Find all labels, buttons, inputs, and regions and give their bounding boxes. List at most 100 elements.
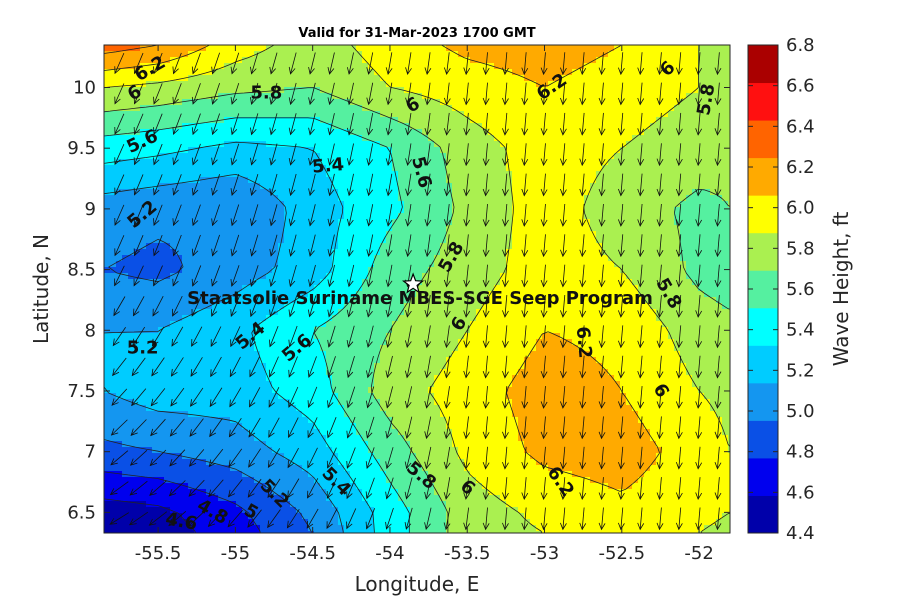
field-cell — [638, 231, 645, 238]
field-cell — [554, 147, 561, 154]
field-cell — [650, 309, 657, 316]
field-cell — [638, 219, 645, 226]
field-cell — [722, 249, 729, 256]
field-cell — [230, 201, 237, 208]
field-cell — [446, 189, 453, 196]
field-cell — [728, 315, 730, 322]
field-cell — [230, 135, 237, 142]
field-cell — [176, 201, 183, 208]
field-cell — [188, 303, 195, 310]
field-cell — [530, 219, 537, 226]
field-cell — [506, 231, 513, 238]
field-cell — [272, 99, 279, 106]
field-cell — [374, 279, 381, 286]
field-cell — [230, 267, 237, 274]
field-cell — [614, 321, 621, 328]
field-cell — [272, 135, 279, 142]
field-cell — [416, 99, 423, 106]
field-cell — [674, 297, 681, 304]
field-cell — [656, 51, 663, 58]
field-cell — [326, 261, 333, 268]
field-cell — [536, 309, 543, 316]
field-cell — [608, 249, 615, 256]
field-cell — [560, 111, 567, 118]
field-cell — [194, 267, 201, 274]
field-cell — [506, 195, 513, 202]
field-cell — [368, 225, 375, 232]
field-cell — [524, 147, 531, 154]
field-cell — [248, 183, 255, 190]
field-cell — [512, 87, 519, 94]
field-cell — [620, 57, 627, 64]
field-cell — [698, 99, 705, 106]
field-cell — [146, 183, 153, 190]
field-cell — [536, 261, 543, 268]
field-cell — [482, 291, 489, 298]
field-cell — [356, 45, 363, 52]
field-cell — [404, 297, 411, 304]
field-cell — [560, 225, 567, 232]
field-cell — [170, 225, 177, 232]
field-cell — [644, 129, 651, 136]
field-cell — [176, 159, 183, 166]
field-cell — [458, 279, 465, 286]
field-cell — [422, 219, 429, 226]
field-cell — [314, 117, 321, 124]
field-cell — [728, 171, 730, 178]
field-cell — [368, 99, 375, 106]
field-cell — [338, 45, 345, 52]
field-cell — [674, 63, 681, 70]
field-cell — [458, 225, 465, 232]
field-cell — [428, 309, 435, 316]
field-cell — [386, 159, 393, 166]
field-cell — [320, 93, 327, 100]
field-cell — [578, 249, 585, 256]
field-cell — [140, 183, 147, 190]
field-cell — [116, 171, 123, 178]
field-cell — [680, 141, 687, 148]
field-cell — [224, 189, 231, 196]
field-cell — [176, 243, 183, 250]
field-cell — [236, 177, 243, 184]
field-cell — [518, 141, 525, 148]
field-cell — [164, 99, 171, 106]
field-cell — [578, 309, 585, 316]
field-cell — [662, 159, 669, 166]
field-cell — [638, 93, 645, 100]
field-cell — [644, 273, 651, 280]
field-cell — [500, 69, 507, 76]
field-cell — [122, 327, 129, 334]
field-cell — [236, 237, 243, 244]
field-cell — [722, 303, 729, 310]
field-cell — [716, 45, 723, 52]
field-cell — [422, 249, 429, 256]
field-cell — [266, 45, 273, 52]
field-cell — [104, 267, 111, 274]
field-cell — [128, 105, 135, 112]
field-cell — [326, 153, 333, 160]
field-cell — [584, 171, 591, 178]
field-cell — [134, 51, 141, 58]
field-cell — [212, 201, 219, 208]
field-cell — [416, 165, 423, 172]
field-cell — [440, 261, 447, 268]
field-cell — [668, 69, 675, 76]
field-cell — [476, 285, 483, 292]
field-cell — [482, 45, 489, 52]
field-cell — [542, 147, 549, 154]
field-cell — [356, 63, 363, 70]
field-cell — [200, 171, 207, 178]
field-cell — [482, 207, 489, 214]
field-cell — [320, 273, 327, 280]
field-cell — [152, 225, 159, 232]
field-cell — [386, 243, 393, 250]
field-cell — [512, 165, 519, 172]
field-cell — [404, 219, 411, 226]
field-cell — [242, 45, 249, 52]
field-cell — [308, 57, 315, 64]
field-cell — [608, 255, 615, 262]
field-cell — [500, 177, 507, 184]
field-cell — [692, 171, 699, 178]
field-cell — [704, 45, 711, 52]
field-cell — [230, 237, 237, 244]
